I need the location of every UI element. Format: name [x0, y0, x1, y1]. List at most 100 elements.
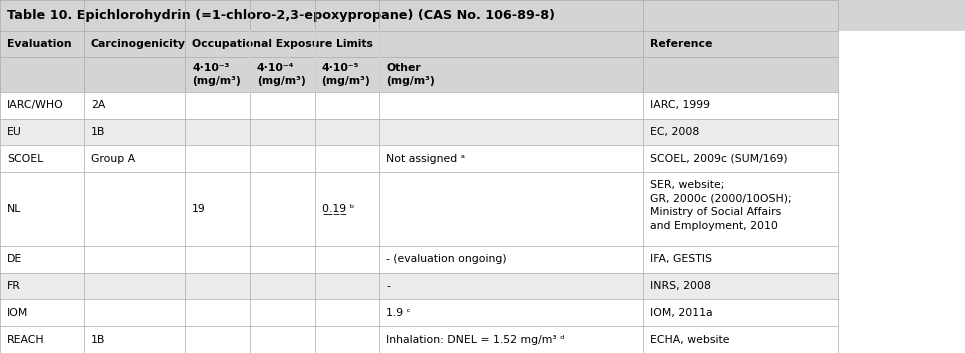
Bar	[643, 145, 838, 172]
Bar	[250, 246, 315, 273]
Bar	[185, 299, 250, 326]
Bar	[185, 57, 250, 92]
Bar	[379, 57, 643, 92]
Bar	[643, 246, 838, 273]
Bar	[379, 31, 643, 57]
Bar	[379, 326, 643, 353]
Bar	[0, 246, 84, 273]
Bar	[643, 119, 838, 145]
Text: 19: 19	[192, 204, 207, 214]
Bar	[84, 145, 185, 172]
Bar	[185, 326, 250, 353]
Bar	[643, 299, 838, 326]
Text: Not assigned ᵃ: Not assigned ᵃ	[386, 154, 465, 164]
Text: EC, 2008: EC, 2008	[649, 127, 699, 137]
Bar	[250, 119, 315, 145]
Bar	[315, 299, 379, 326]
Text: -: -	[386, 281, 390, 291]
Bar	[315, 145, 379, 172]
Bar	[643, 57, 838, 92]
Bar	[0, 299, 84, 326]
Text: 4·10⁻⁴
(mg/m³): 4·10⁻⁴ (mg/m³)	[257, 63, 306, 86]
Text: IOM: IOM	[7, 308, 28, 318]
Text: 1B: 1B	[91, 127, 105, 137]
Bar	[250, 31, 315, 57]
Bar	[315, 326, 379, 353]
Bar	[84, 326, 185, 353]
Bar	[185, 145, 250, 172]
Bar	[0, 326, 84, 353]
Text: IARC/WHO: IARC/WHO	[7, 100, 64, 110]
Bar	[315, 119, 379, 145]
Text: FR: FR	[7, 281, 21, 291]
Text: IARC, 1999: IARC, 1999	[649, 100, 709, 110]
Text: Group A: Group A	[91, 154, 135, 164]
Bar	[250, 92, 315, 119]
Bar	[84, 92, 185, 119]
Text: Inhalation: DNEL = 1.52 mg/m³ ᵈ: Inhalation: DNEL = 1.52 mg/m³ ᵈ	[386, 335, 565, 345]
Text: Carcinogenicity: Carcinogenicity	[91, 39, 186, 49]
Text: - (evaluation ongoing): - (evaluation ongoing)	[386, 254, 507, 264]
Bar	[643, 31, 838, 57]
Bar	[379, 92, 643, 119]
Bar	[0, 57, 84, 92]
Text: DE: DE	[7, 254, 22, 264]
Bar	[643, 172, 838, 246]
Bar	[185, 31, 250, 57]
Bar	[185, 172, 250, 246]
Bar	[315, 273, 379, 299]
Bar	[315, 172, 379, 246]
Bar	[84, 299, 185, 326]
Bar	[0, 119, 84, 145]
Bar	[250, 299, 315, 326]
Bar	[185, 273, 250, 299]
Bar	[250, 326, 315, 353]
Text: INRS, 2008: INRS, 2008	[649, 281, 710, 291]
Bar	[0, 145, 84, 172]
Bar	[84, 246, 185, 273]
Bar	[250, 145, 315, 172]
Bar	[185, 92, 250, 119]
Text: NL: NL	[7, 204, 21, 214]
Text: Other
(mg/m³): Other (mg/m³)	[386, 63, 435, 86]
Text: 4·10⁻⁵
(mg/m³): 4·10⁻⁵ (mg/m³)	[321, 63, 371, 86]
Bar	[0, 92, 84, 119]
Text: EU: EU	[7, 127, 22, 137]
Bar	[315, 57, 379, 92]
Text: Table 10. Epichlorohydrin (=1-chloro-2,3-epoxypropane) (CAS No. 106-89-8): Table 10. Epichlorohydrin (=1-chloro-2,3…	[7, 9, 555, 22]
Bar	[643, 326, 838, 353]
Bar	[84, 31, 185, 57]
Bar	[379, 119, 643, 145]
Bar	[0, 31, 84, 57]
Bar	[250, 172, 315, 246]
Bar	[643, 92, 838, 119]
Text: IOM, 2011a: IOM, 2011a	[649, 308, 712, 318]
Bar	[250, 57, 315, 92]
Text: SCOEL: SCOEL	[7, 154, 43, 164]
Text: Occupational Exposure Limits: Occupational Exposure Limits	[192, 39, 373, 49]
Bar	[0, 273, 84, 299]
Bar	[643, 273, 838, 299]
Bar	[185, 119, 250, 145]
Text: 2A: 2A	[91, 100, 105, 110]
Text: ECHA, website: ECHA, website	[649, 335, 730, 345]
Bar	[84, 273, 185, 299]
Bar	[84, 57, 185, 92]
Bar	[84, 172, 185, 246]
Text: REACH: REACH	[7, 335, 44, 345]
Text: 1B: 1B	[91, 335, 105, 345]
Text: IFA, GESTIS: IFA, GESTIS	[649, 254, 712, 264]
Text: 0̲.̲1̲9̲ ᵇ: 0̲.̲1̲9̲ ᵇ	[321, 204, 354, 215]
Bar	[84, 119, 185, 145]
Bar	[315, 31, 379, 57]
Text: 1.9 ᶜ: 1.9 ᶜ	[386, 308, 411, 318]
Bar	[250, 273, 315, 299]
Bar	[379, 299, 643, 326]
Text: 4·10⁻³
(mg/m³): 4·10⁻³ (mg/m³)	[192, 63, 241, 86]
Bar	[379, 246, 643, 273]
Bar	[379, 273, 643, 299]
Bar	[0, 172, 84, 246]
Bar	[315, 246, 379, 273]
Bar	[315, 92, 379, 119]
Text: SER, website;
GR, 2000c (2000/10OSH);
Ministry of Social Affairs
and Employment,: SER, website; GR, 2000c (2000/10OSH); Mi…	[649, 180, 791, 231]
